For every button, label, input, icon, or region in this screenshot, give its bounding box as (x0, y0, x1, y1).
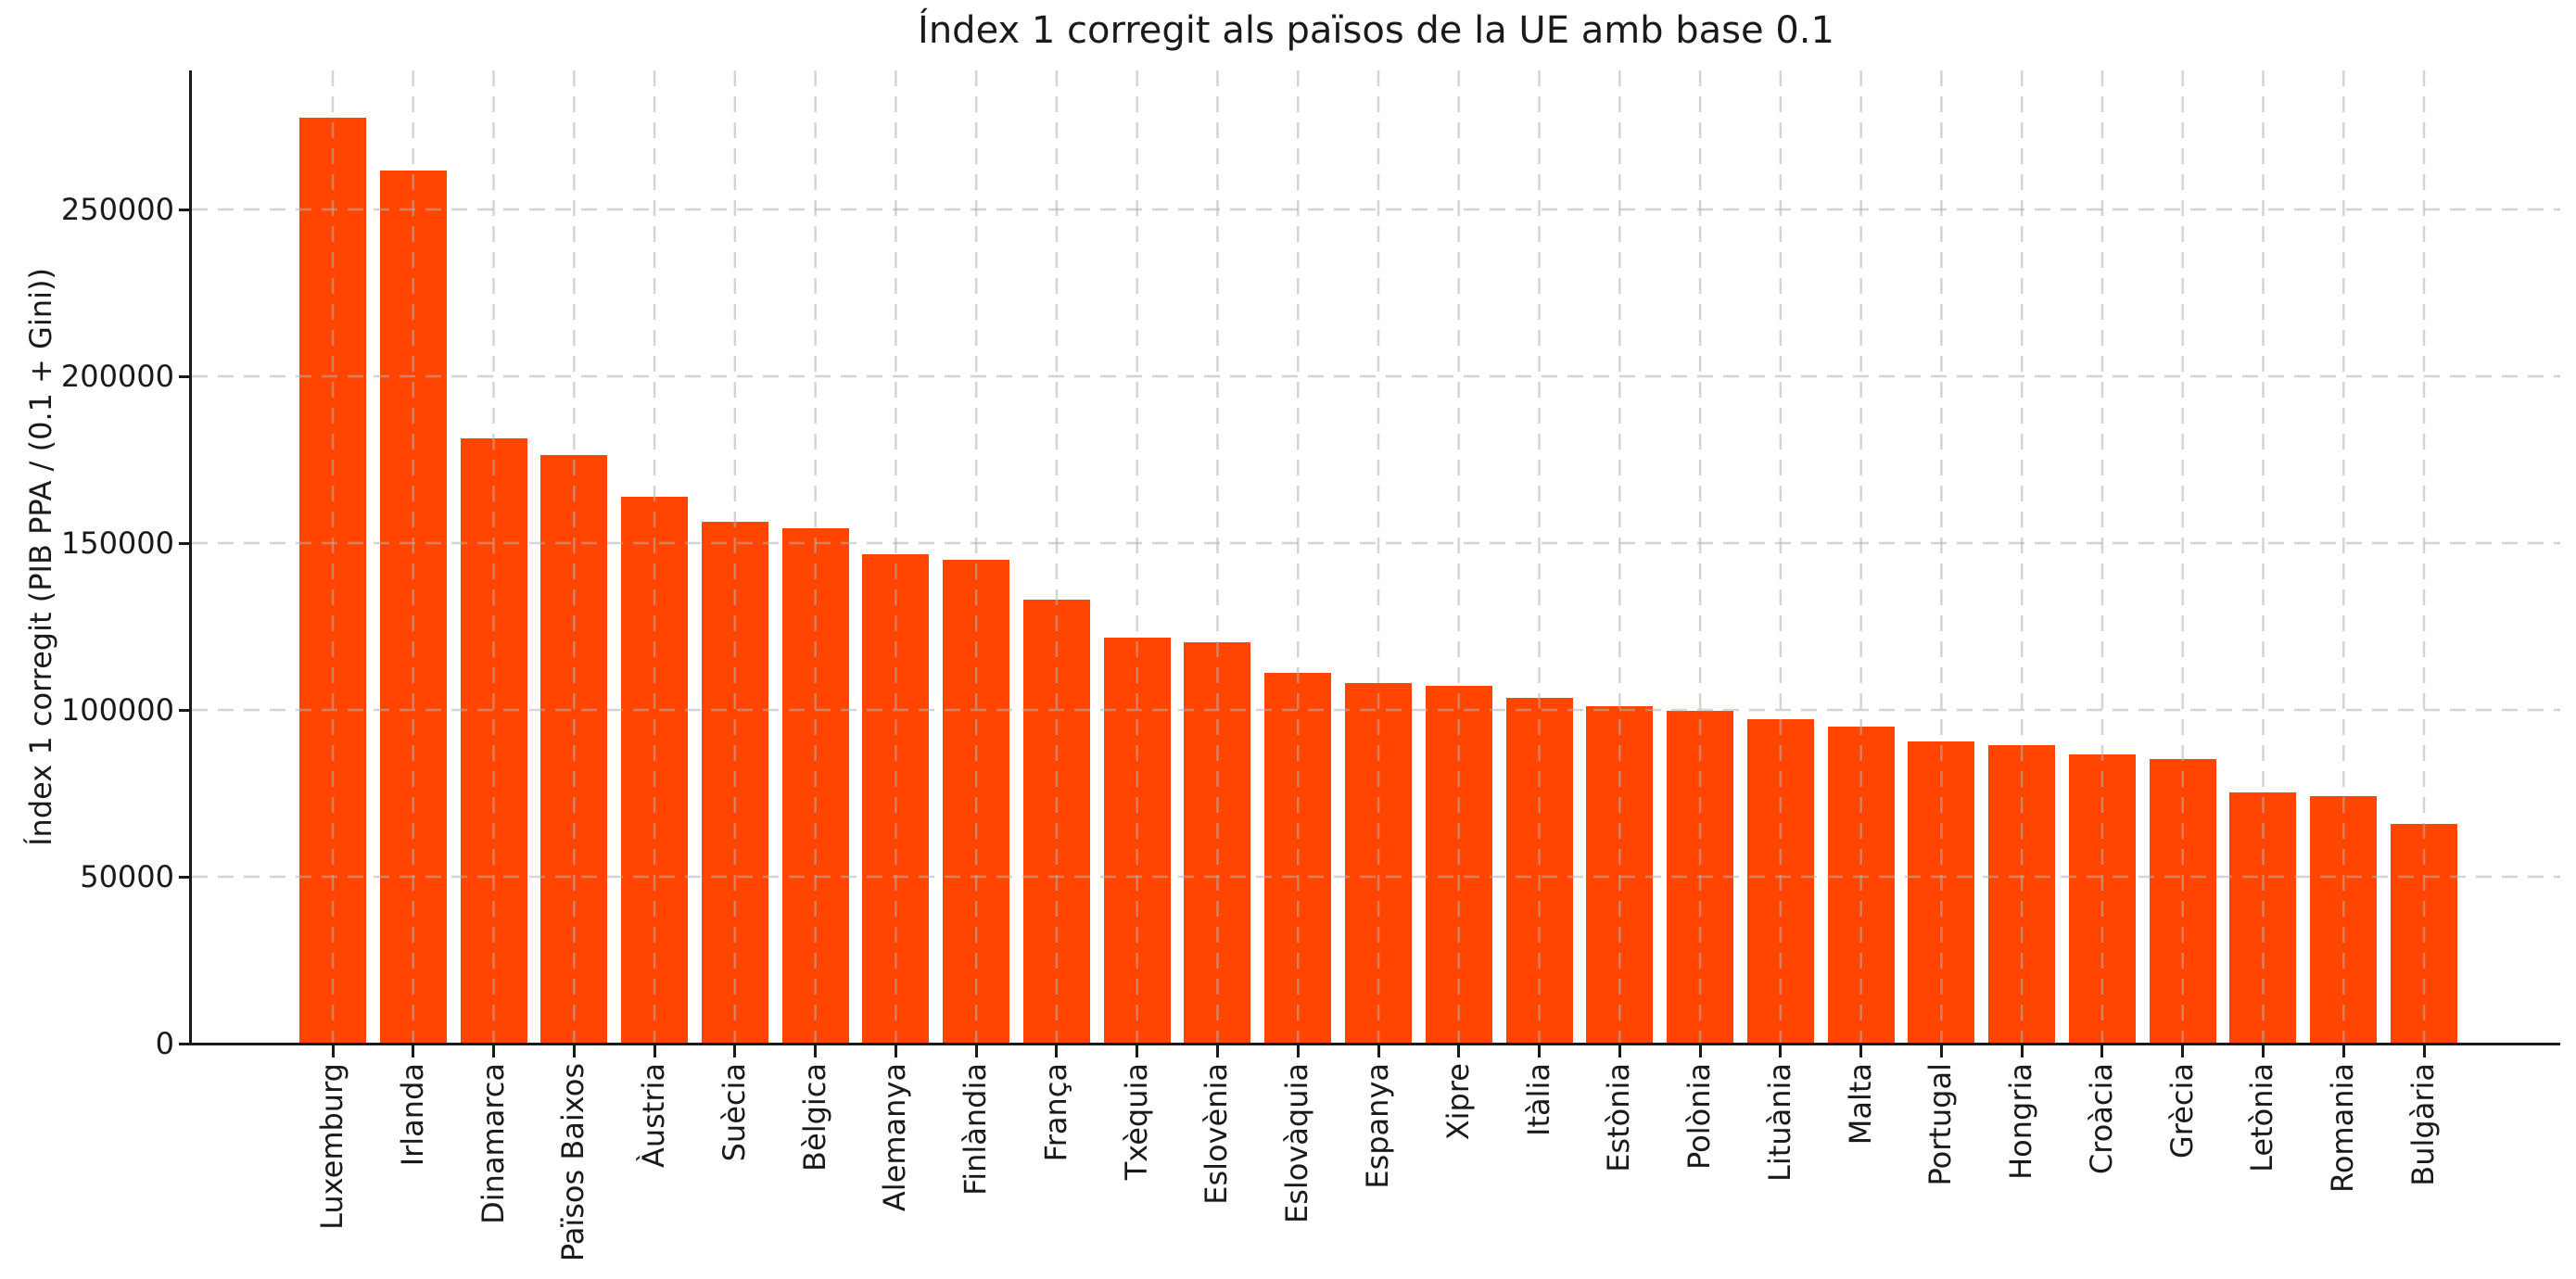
y-tick-label: 0 (155, 1026, 174, 1061)
x-tick-mark (653, 1045, 656, 1057)
x-tick-mark (2181, 1045, 2185, 1057)
x-tick-mark (1055, 1045, 1059, 1057)
y-tick-mark (179, 208, 191, 211)
x-tick-label: Croàcia (2083, 1063, 2119, 1175)
x-tick-mark (1215, 1045, 1219, 1057)
x-tick-label: Romania (2325, 1063, 2361, 1193)
bar (781, 527, 849, 1044)
x-tick-label: Itàlia (1520, 1063, 1556, 1136)
x-tick-mark (733, 1045, 737, 1057)
x-tick-label: Eslovàquia (1279, 1063, 1315, 1223)
bar (2068, 753, 2136, 1044)
x-tick-mark (492, 1045, 496, 1057)
y-tick-mark (179, 541, 191, 545)
bar (2310, 795, 2378, 1044)
bar (379, 171, 447, 1044)
x-tick-label: Irlanda (394, 1063, 430, 1167)
x-tick-label: Letònia (2244, 1063, 2280, 1172)
x-tick-mark (1859, 1045, 1863, 1057)
x-tick-mark (1377, 1045, 1380, 1057)
x-tick-mark (1296, 1045, 1300, 1057)
bar (1505, 698, 1573, 1044)
chart-title: Índex 1 corregit als països de la UE amb… (918, 9, 1834, 52)
bar (1345, 682, 1412, 1044)
bar (2391, 824, 2458, 1044)
x-tick-mark (1698, 1045, 1702, 1057)
x-tick-label: Txèquia (1118, 1063, 1154, 1181)
x-tick-label: Bèlgica (796, 1063, 832, 1171)
x-tick-mark (572, 1045, 576, 1057)
x-tick-label: Eslovènia (1199, 1063, 1235, 1205)
x-tick-mark (894, 1045, 897, 1057)
x-tick-label: Polònia (1681, 1063, 1718, 1170)
y-tick-label: 250000 (60, 192, 174, 227)
x-tick-label: Països Baixos (555, 1063, 591, 1262)
bar (1184, 641, 1251, 1044)
y-tick-label: 50000 (80, 859, 174, 894)
x-tick-label: França (1037, 1063, 1073, 1162)
bar (1667, 711, 1734, 1044)
x-tick-mark (2100, 1045, 2104, 1057)
y-tick-label: 100000 (60, 692, 174, 728)
bar (1908, 741, 1975, 1044)
x-tick-mark (1939, 1045, 1943, 1057)
x-tick-label: Hongria (2003, 1063, 2039, 1180)
bar (299, 118, 366, 1044)
x-tick-label: Xipre (1440, 1063, 1476, 1141)
x-tick-label: Alemanya (877, 1063, 913, 1212)
x-tick-mark (2020, 1045, 2024, 1057)
bar (701, 521, 768, 1044)
x-tick-label: Portugal (1922, 1063, 1959, 1186)
x-tick-label: Dinamarca (475, 1063, 511, 1224)
x-tick-mark (2261, 1045, 2265, 1057)
bar (1425, 686, 1492, 1044)
x-tick-mark (1457, 1045, 1461, 1057)
x-tick-label: Estònia (1601, 1063, 1637, 1172)
x-tick-mark (412, 1045, 415, 1057)
x-tick-mark (2422, 1045, 2426, 1057)
bar (540, 454, 608, 1044)
bar (1988, 745, 2056, 1044)
bar (2229, 791, 2297, 1044)
x-tick-label: Espanya (1360, 1063, 1395, 1189)
x-tick-mark (1136, 1045, 1139, 1057)
bar (621, 497, 689, 1044)
y-tick-label: 150000 (60, 526, 174, 561)
bar (862, 554, 930, 1044)
x-tick-mark (331, 1045, 335, 1057)
x-tick-label: Luxemburg (314, 1063, 349, 1230)
y-axis-spine (189, 70, 192, 1045)
x-tick-label: Suècia (716, 1063, 752, 1162)
x-tick-label: Malta (1842, 1063, 1878, 1146)
bar (1103, 638, 1171, 1044)
bar (1264, 673, 1332, 1044)
x-tick-label: Àustria (636, 1063, 672, 1169)
bar (1586, 706, 1654, 1044)
y-tick-mark (179, 708, 191, 712)
bar (943, 559, 1010, 1044)
bar (1746, 719, 1814, 1044)
x-tick-mark (1618, 1045, 1621, 1057)
x-tick-mark (1538, 1045, 1542, 1057)
bar (460, 438, 527, 1044)
x-tick-mark (974, 1045, 978, 1057)
x-tick-label: Lituània (1761, 1063, 1797, 1182)
y-tick-label: 200000 (60, 359, 174, 394)
x-tick-mark (814, 1045, 818, 1057)
x-tick-mark (1779, 1045, 1783, 1057)
y-tick-mark (179, 1042, 191, 1045)
bar (1827, 727, 1895, 1044)
bar (1022, 599, 1090, 1044)
y-tick-mark (179, 875, 191, 879)
y-tick-mark (179, 374, 191, 378)
x-tick-label: Finlàndia (958, 1063, 994, 1196)
bar (2149, 758, 2216, 1044)
x-tick-mark (2341, 1045, 2345, 1057)
x-tick-label: Grècia (2164, 1063, 2200, 1159)
x-tick-label: Bulgària (2405, 1063, 2442, 1186)
x-axis-spine (189, 1043, 2560, 1045)
